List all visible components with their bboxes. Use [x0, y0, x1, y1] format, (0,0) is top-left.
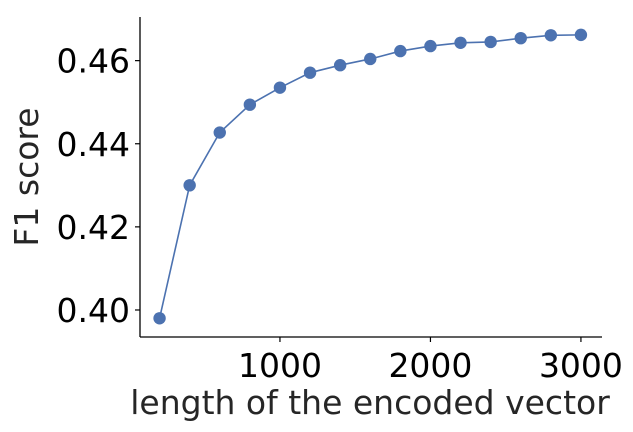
data-point	[333, 59, 347, 72]
y-axis-label: F1 score	[7, 107, 46, 246]
x-axis-ticks: 1000 2000 3000	[238, 337, 623, 385]
y-tick-label: 0.46	[57, 42, 130, 81]
data-point	[364, 52, 377, 66]
data-point	[424, 39, 437, 53]
data-point	[303, 66, 317, 79]
data-point	[213, 126, 226, 139]
plot-area	[153, 28, 588, 325]
y-tick-label: 0.40	[57, 291, 130, 330]
data-point	[183, 179, 196, 192]
data-point	[454, 36, 467, 49]
data-point	[273, 81, 287, 94]
y-tick-label: 0.42	[57, 208, 130, 247]
x-tick-label: 2000	[388, 346, 472, 385]
y-axis-ticks: 0.40 0.42 0.44 0.46	[57, 42, 140, 330]
data-point	[544, 29, 558, 42]
x-tick-label: 3000	[539, 346, 623, 385]
x-tick-label: 1000	[238, 346, 322, 385]
y-tick-label: 0.44	[57, 125, 130, 164]
x-axis-label: length of the encoded vector	[130, 383, 610, 422]
data-point	[514, 31, 527, 45]
data-point	[574, 28, 588, 42]
data-point	[153, 312, 166, 325]
data-point	[484, 35, 497, 49]
data-point	[394, 44, 407, 58]
series-line	[158, 34, 581, 319]
data-point	[243, 98, 257, 111]
